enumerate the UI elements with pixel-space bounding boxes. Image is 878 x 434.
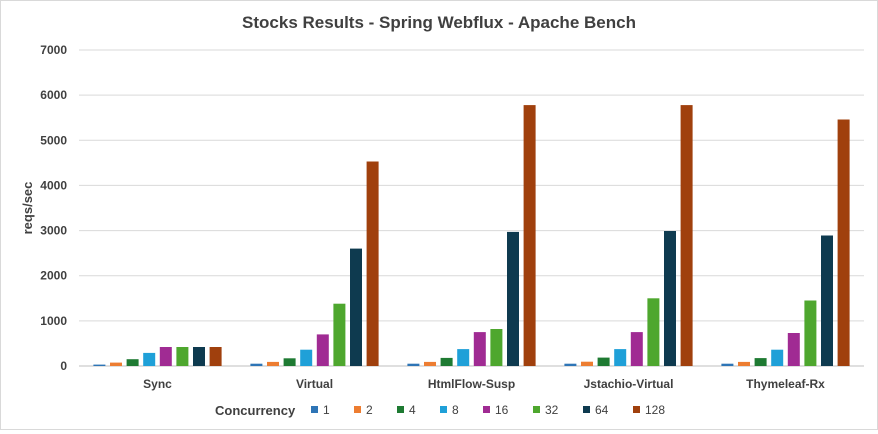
legend-label-4: 4 xyxy=(409,403,416,417)
legend: Concurrency 1 2 4 8 16 32 64 128 xyxy=(215,403,665,418)
legend-title: Concurrency xyxy=(215,403,296,418)
y-tick-label: 6000 xyxy=(40,88,67,102)
bar-64-thymeleaf-rx xyxy=(821,235,833,366)
bar-1-htmlflow-susp xyxy=(407,363,420,366)
bar-128-jstachio-virtual xyxy=(680,105,693,366)
bar-128-sync xyxy=(209,347,222,366)
bar-4-jstachio-virtual xyxy=(597,357,610,366)
bar-16-jstachio-virtual xyxy=(630,332,643,366)
bar-16-thymeleaf-rx xyxy=(787,333,800,366)
y-tick-label: 0 xyxy=(60,359,67,373)
y-tick-label: 5000 xyxy=(40,133,67,147)
bar-8-jstachio-virtual xyxy=(614,349,627,366)
bar-8-thymeleaf-rx xyxy=(771,349,784,366)
y-tick-label: 2000 xyxy=(40,269,67,283)
x-tick-label: HtmlFlow-Susp xyxy=(428,377,515,391)
bar-4-htmlflow-susp xyxy=(440,357,453,366)
bars xyxy=(93,105,850,366)
legend-label-32: 32 xyxy=(545,403,559,417)
y-tick-label: 4000 xyxy=(40,178,67,192)
bar-32-thymeleaf-rx xyxy=(804,300,817,366)
legend-label-128: 128 xyxy=(645,403,665,417)
bar-16-sync xyxy=(159,347,172,366)
y-tick-label: 7000 xyxy=(40,43,67,57)
x-tick-label: Jstachio-Virtual xyxy=(584,377,674,391)
x-tick-label: Sync xyxy=(143,377,172,391)
bar-2-virtual xyxy=(267,361,279,366)
legend-swatch-8 xyxy=(440,406,447,413)
legend-swatch-16 xyxy=(483,406,490,413)
bar-64-htmlflow-susp xyxy=(507,231,519,366)
legend-swatch-4 xyxy=(397,406,404,413)
bar-1-sync xyxy=(93,364,106,366)
legend-label-1: 1 xyxy=(323,403,330,417)
bar-1-virtual xyxy=(250,363,263,366)
bar-64-jstachio-virtual xyxy=(664,231,676,366)
bar-2-sync xyxy=(110,362,122,366)
bar-128-virtual xyxy=(366,161,379,366)
y-tick-label: 1000 xyxy=(40,314,67,328)
y-tick-label: 3000 xyxy=(40,224,67,238)
legend-swatch-32 xyxy=(533,406,540,413)
bar-2-jstachio-virtual xyxy=(581,361,593,366)
gridlines xyxy=(79,49,864,367)
bar-4-virtual xyxy=(283,358,296,366)
bar-8-virtual xyxy=(300,349,313,366)
bar-1-jstachio-virtual xyxy=(564,363,577,366)
bar-128-thymeleaf-rx xyxy=(837,119,850,366)
legend-swatch-64 xyxy=(583,406,590,413)
legend-label-8: 8 xyxy=(452,403,459,417)
legend-swatch-1 xyxy=(311,406,318,413)
bar-1-thymeleaf-rx xyxy=(721,363,734,366)
legend-swatch-128 xyxy=(633,406,640,413)
bar-16-virtual xyxy=(316,334,329,366)
bar-8-htmlflow-susp xyxy=(457,349,470,366)
bar-128-htmlflow-susp xyxy=(523,105,536,366)
legend-label-64: 64 xyxy=(595,403,609,417)
x-axis-ticks: Sync Virtual HtmlFlow-Susp Jstachio-Virtual… xyxy=(143,377,825,391)
legend-label-16: 16 xyxy=(495,403,509,417)
y-axis-ticks: 0 1000 2000 3000 4000 5000 6000 7000 xyxy=(40,43,67,373)
bar-16-htmlflow-susp xyxy=(473,332,486,366)
bar-8-sync xyxy=(143,352,156,366)
bar-32-htmlflow-susp xyxy=(490,329,503,366)
chart-title: Stocks Results - Spring Webflux - Apache… xyxy=(242,13,636,32)
bar-2-htmlflow-susp xyxy=(424,361,436,366)
bar-32-jstachio-virtual xyxy=(647,298,660,366)
bar-64-virtual xyxy=(350,248,362,366)
x-tick-label: Thymeleaf-Rx xyxy=(746,377,825,391)
bar-32-sync xyxy=(176,347,189,366)
y-axis-label: reqs/sec xyxy=(20,182,35,235)
bar-32-virtual xyxy=(333,303,346,366)
bar-4-thymeleaf-rx xyxy=(754,358,767,366)
bar-64-sync xyxy=(193,347,205,366)
bar-2-thymeleaf-rx xyxy=(738,361,750,366)
x-tick-label: Virtual xyxy=(296,377,333,391)
legend-swatch-2 xyxy=(354,406,361,413)
legend-label-2: 2 xyxy=(366,403,373,417)
bar-4-sync xyxy=(126,359,139,366)
